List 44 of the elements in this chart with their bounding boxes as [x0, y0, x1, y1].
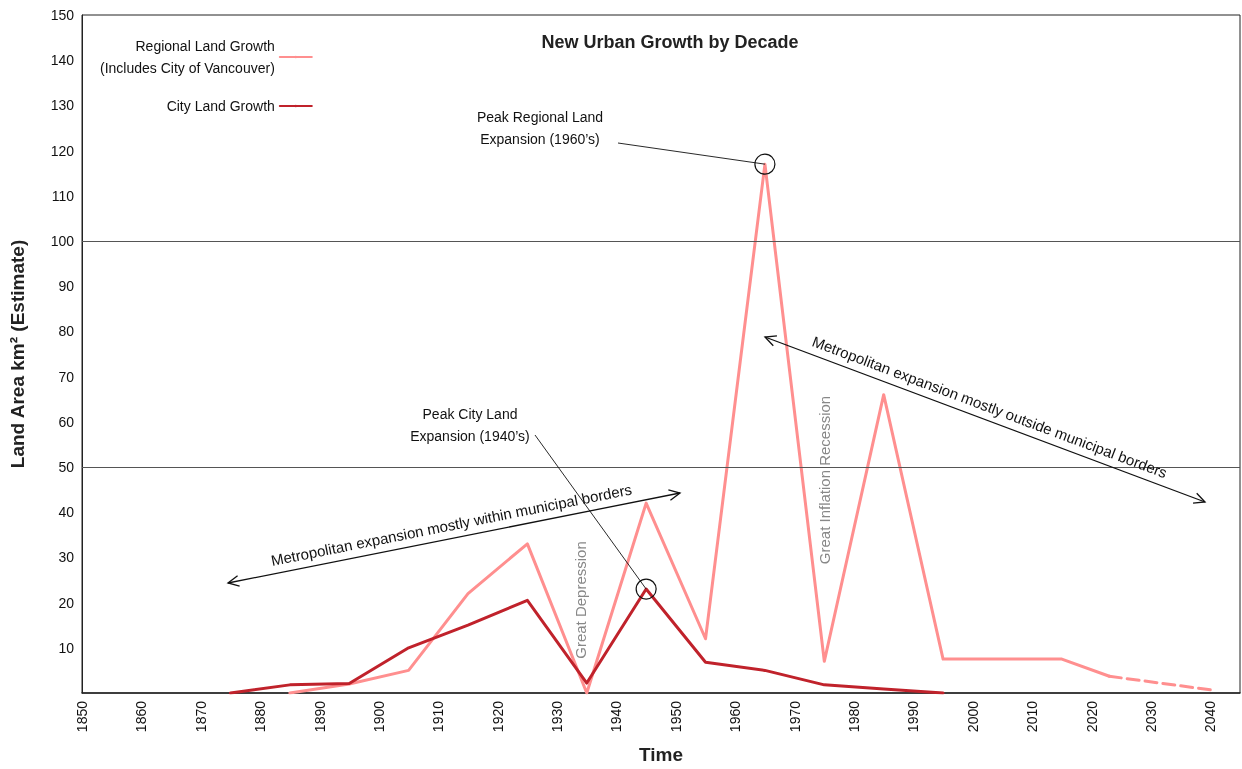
- y-tick-label: 130: [50, 97, 75, 114]
- x-tick-label: 1870: [192, 700, 209, 733]
- x-tick-label: 1900: [370, 700, 387, 733]
- y-tick-label: 80: [58, 323, 75, 340]
- y-tick-label: 140: [50, 52, 75, 69]
- x-tick-label: 1970: [786, 700, 803, 733]
- x-tick-label: 1920: [489, 700, 506, 733]
- x-tick-label: 2040: [1202, 700, 1219, 733]
- x-tick-label: 1960: [727, 700, 744, 733]
- x-tick-label: 1980: [846, 700, 862, 733]
- x-tick-label: 1950: [667, 700, 684, 733]
- x-tick-label: 1880: [252, 700, 269, 733]
- y-tick-label: 100: [50, 233, 75, 249]
- y-tick-label: 110: [51, 187, 75, 204]
- y-tick-label: 90: [58, 278, 75, 295]
- y-tick-label: 10: [58, 639, 75, 656]
- y-tick-label: 150: [50, 7, 75, 23]
- legend-label: City Land Growth: [166, 98, 275, 114]
- x-tick-label: 1940: [608, 700, 625, 733]
- text: New Urban Growth by Decade: [541, 32, 799, 52]
- annotation: Great Depression: [571, 541, 589, 659]
- y-tick-label: 70: [58, 368, 75, 385]
- x-tick-label: 1860: [133, 700, 150, 733]
- y-axis-title: Land Area km² (Estimate): [7, 239, 28, 469]
- y-tick-label: 120: [50, 142, 75, 159]
- x-tick-label: 1890: [311, 700, 328, 733]
- x-tick-label: 1930: [549, 700, 566, 733]
- x-tick-label: 2010: [1024, 700, 1041, 733]
- y-tick-label: 20: [58, 594, 75, 611]
- y-tick-label: 30: [58, 549, 75, 566]
- x-tick-label: 2030: [1142, 700, 1159, 733]
- legend-label: Regional Land Growth (Includes City of Vancouver): [99, 38, 275, 76]
- x-tick-label: 2020: [1083, 700, 1100, 733]
- x-tick-label: 2000: [964, 700, 981, 733]
- annotation: Peak City Land Expansion (1940’s): [410, 406, 530, 444]
- annotation: Peak Regional Land Expansion (1960’s): [476, 109, 604, 147]
- x-axis-title: Time: [638, 744, 684, 765]
- x-tick-label: 1850: [74, 700, 90, 733]
- y-tick-label: 60: [58, 413, 75, 430]
- y-tick-label: 40: [58, 504, 75, 521]
- y-tick-label: 50: [58, 459, 75, 475]
- x-tick-label: 1990: [905, 700, 922, 733]
- annotation: Great Inflation Recession: [815, 395, 833, 565]
- x-tick-label: 1910: [430, 700, 447, 733]
